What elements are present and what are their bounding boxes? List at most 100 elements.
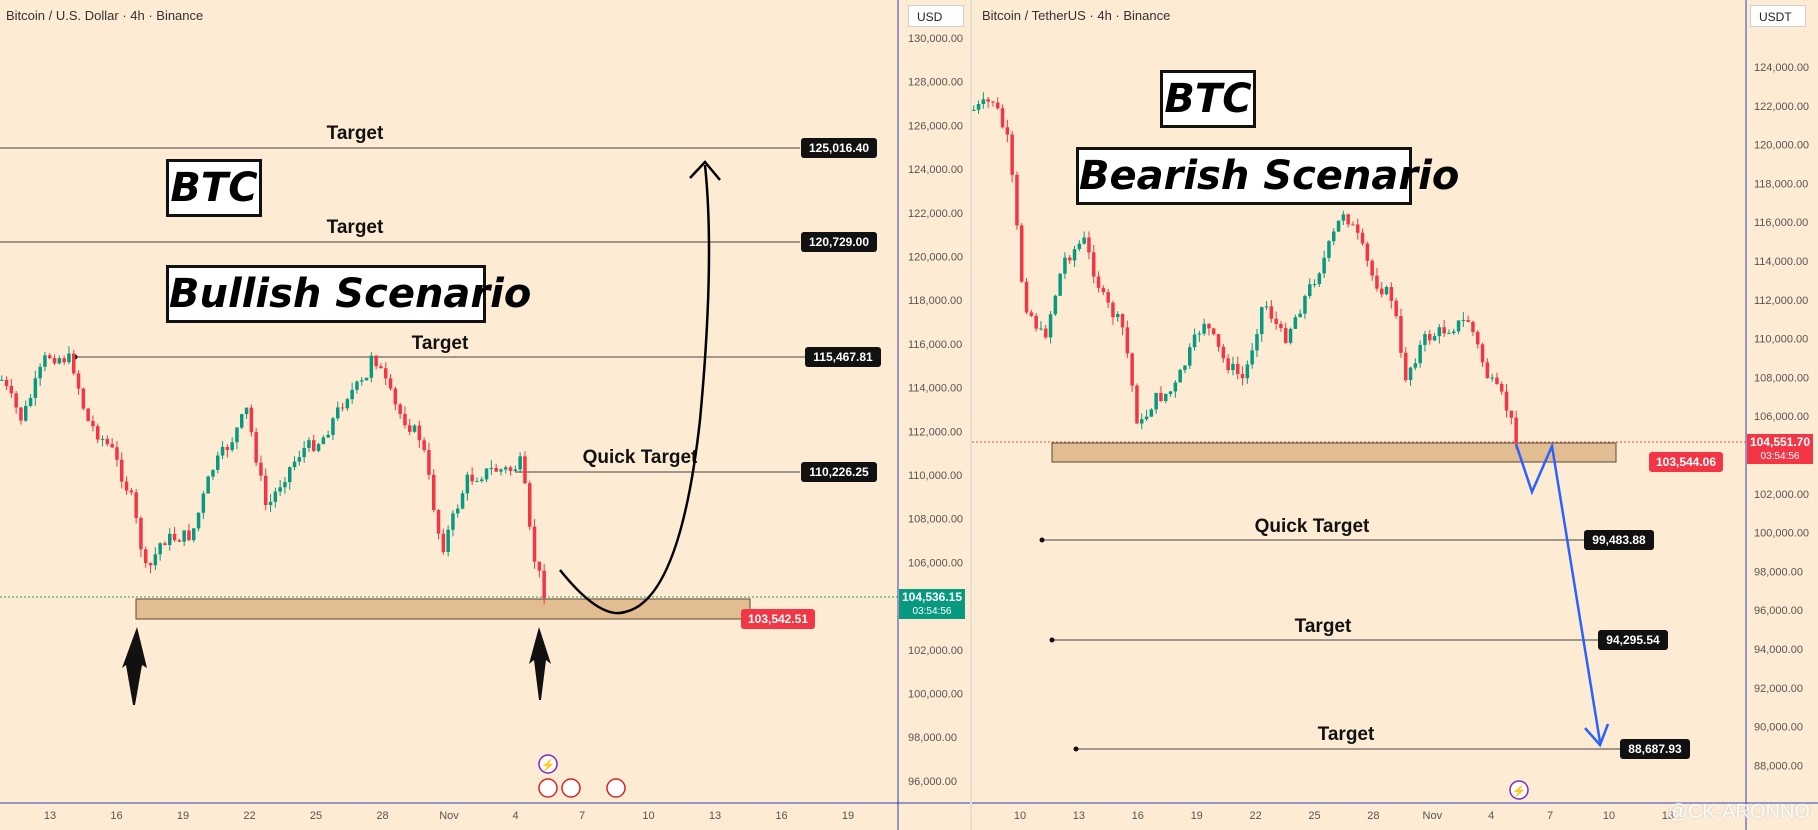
left-lightning-glyph-icon: ⚡ [541,758,556,772]
right-price-axis[interactable]: 124,000.00 122,000.00 120,000.00 118,000.00… [1754,62,1809,772]
left-candle-body [129,490,134,493]
right-chart-canvas[interactable]: 124,000.00 122,000.00 120,000.00 118,000.00… [972,0,1818,830]
left-candle-body [139,518,143,550]
left-support-arrow-2[interactable] [529,627,551,700]
left-us-flag-icon-1[interactable] [538,778,558,798]
right-support-zone[interactable] [1051,442,1617,463]
right-candle-body [986,99,990,102]
left-candle-body [72,353,76,374]
left-level-tag-2[interactable]: 120,729.00 [801,232,877,252]
left-candle-body [134,492,138,519]
left-candle-body [216,455,220,470]
left-price-tick: 130,000.00 [908,33,963,45]
left-candle-body [360,380,364,382]
right-projection-path[interactable] [1514,441,1602,743]
left-scenario-box[interactable]: Bullish Scenario [166,265,531,323]
right-candle-body [1476,332,1480,345]
left-candle-body [292,461,297,468]
left-candle-body [48,355,52,359]
left-candle-body [244,407,249,415]
right-candle-body [1202,323,1206,334]
right-chart-title: Bitcoin / TetherUS · 4h · Binance [982,8,1171,23]
right-price-tick: 120,000.00 [1754,140,1809,152]
panel-divider[interactable] [970,0,972,830]
left-candle-body [508,467,513,471]
right-candle-body [1236,363,1240,374]
left-us-flag-icon-2[interactable] [561,778,581,798]
right-price-tick: 102,000.00 [1754,489,1809,501]
right-candle-body [1029,312,1034,316]
left-candle-body [528,483,532,527]
left-candle-body [148,563,153,566]
left-level-tag-3[interactable]: 115,467.81 [805,347,881,367]
left-price-tick: 122,000.00 [908,208,963,220]
left-candle-body [91,420,95,427]
left-candle-body [537,561,542,571]
right-candle-body [1432,336,1437,341]
right-candle-body [1010,134,1014,175]
left-candlesticks[interactable] [0,346,546,605]
right-candle-body [1370,260,1374,276]
left-time-tick: 4 [512,810,518,822]
right-candle-body [1039,328,1043,330]
right-candle-body [1092,252,1096,277]
left-ticker-box[interactable]: BTC [166,159,262,217]
left-candle-body [393,388,398,405]
right-current-price-tag[interactable]: 104,551.70 03:54:56 [1747,434,1813,464]
left-support-price-tag[interactable]: 103,542.51 [741,609,815,629]
right-candle-body [1346,214,1350,225]
right-candle-body [1356,224,1360,233]
right-candle-body [1408,367,1413,381]
svg-text:103,542.51: 103,542.51 [748,612,808,626]
left-price-tick: 100,000.00 [908,689,963,701]
left-candle-body [379,366,383,369]
left-price-axis[interactable]: 130,000.00 128,000.00 126,000.00 124,000.00… [908,33,963,788]
left-candle-body [489,468,494,470]
right-target-line-2-anchor [1073,746,1079,752]
left-candle-body [86,408,90,421]
right-support-price-tag[interactable]: 103,544.06 [1649,452,1723,472]
left-projection-curve[interactable] [559,164,711,615]
right-candle-body [1274,318,1278,325]
right-target-line-1-anchor [1049,637,1055,643]
right-candle-body [1255,334,1259,351]
right-lightning-icon[interactable] [1509,780,1529,800]
right-candle-body [1106,292,1110,303]
left-candle-body [9,386,14,394]
right-scenario-box[interactable]: Bearish Scenario [1076,147,1459,205]
left-time-axis[interactable]: 13 16 19 22 25 28 Nov 4 7 10 13 16 19 [44,810,854,822]
right-candle-body [1034,315,1038,329]
right-ticker-box[interactable]: BTC [1160,70,1256,128]
left-candle-body [24,405,28,421]
left-level-tag-1[interactable]: 125,016.40 [801,138,877,158]
right-candle-body [1269,306,1274,319]
right-candle-body [1168,391,1173,394]
left-currency-selector[interactable]: USD [908,5,964,27]
right-time-axis[interactable]: 10 13 16 19 22 25 28 Nov 4 7 10 13 [1014,810,1674,822]
left-level-tag-4[interactable]: 110,226.25 [801,462,877,482]
right-candle-body [1437,327,1442,337]
right-candle-body [1216,334,1221,347]
left-support-arrow-1[interactable] [122,627,147,705]
left-support-zone[interactable] [135,598,751,620]
right-candle-body [1250,350,1254,365]
right-candle-body [1380,288,1384,295]
left-candle-body [542,570,546,599]
right-level-tag-1[interactable]: 99,483.88 [1584,530,1654,550]
left-lightning-icon[interactable] [538,754,558,774]
right-level-tag-2[interactable]: 94,295.54 [1598,630,1668,650]
right-time-tick: 10 [1603,810,1615,822]
left-candle-body [96,426,100,440]
left-time-tick: 19 [842,810,854,822]
right-candlesticks[interactable] [972,92,1518,450]
left-candle-body [110,444,114,448]
left-candle-body [494,468,498,472]
right-currency-selector[interactable]: USDT [1750,5,1806,27]
left-chart-canvas[interactable]: 130,000.00 128,000.00 126,000.00 124,000.00… [0,0,970,830]
right-level-tag-3[interactable]: 88,687.93 [1620,739,1690,759]
right-chart-panel: 124,000.00 122,000.00 120,000.00 118,000.00… [972,0,1818,830]
left-us-flag-icon-3[interactable] [606,778,626,798]
left-current-price-tag[interactable]: 104,536.15 03:54:56 [899,589,965,619]
right-candle-body [1221,346,1226,359]
left-candle-body [100,438,105,440]
